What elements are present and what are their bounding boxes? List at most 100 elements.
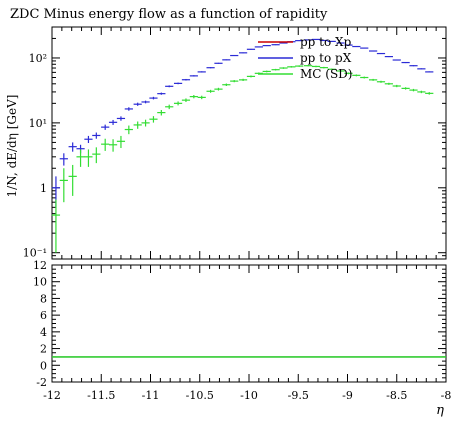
data-point <box>124 125 133 135</box>
data-point <box>401 87 410 90</box>
ratio-tick-label: 8 <box>40 292 47 305</box>
data-point <box>246 48 256 50</box>
data-point <box>59 168 68 203</box>
data-point <box>157 109 166 116</box>
data-point <box>108 139 118 152</box>
data-point <box>352 74 361 77</box>
data-point <box>149 96 158 100</box>
data-point <box>165 85 174 88</box>
data-point <box>141 100 150 104</box>
data-point <box>181 78 191 81</box>
data-point <box>222 59 231 61</box>
ratio-tick-label: 2 <box>40 343 47 356</box>
data-point <box>165 104 174 110</box>
y-tick-label: 10⁻¹ <box>23 247 47 260</box>
data-point <box>327 40 336 43</box>
y-tick-label: 10² <box>29 52 47 65</box>
data-point <box>279 67 288 69</box>
ratio-tick-label: 0 <box>40 359 47 372</box>
data-point <box>344 72 353 75</box>
data-point <box>369 78 378 81</box>
data-point <box>181 98 191 102</box>
data-point <box>417 90 426 94</box>
data-point <box>197 95 206 100</box>
legend: pp to Xp pp to pX MC (SD) <box>258 35 353 81</box>
data-point <box>173 101 183 106</box>
data-point <box>360 47 369 49</box>
data-point <box>295 65 304 67</box>
y-tick-label: 10¹ <box>29 117 47 130</box>
series-2 <box>51 64 434 253</box>
ratio-plot-frame <box>51 264 447 383</box>
data-point <box>319 66 328 69</box>
data-point <box>344 44 353 46</box>
data-point <box>149 116 158 123</box>
x-tick-label: -10 <box>240 389 258 402</box>
data-point <box>92 147 101 164</box>
main-y-axis-ticks: 10⁻¹ 1 10¹ 10² <box>23 26 446 260</box>
data-point <box>262 70 271 73</box>
data-point <box>303 39 313 41</box>
data-point <box>409 65 418 67</box>
ratio-tick-label: -2 <box>36 376 47 389</box>
data-point <box>246 75 256 78</box>
x-tick-label: -12 <box>43 389 61 402</box>
x-axis-label: η <box>436 403 444 418</box>
data-point <box>133 102 142 106</box>
data-point <box>76 149 85 167</box>
data-point <box>173 82 183 85</box>
data-point <box>271 44 280 46</box>
x-tick-label: -9.5 <box>288 389 309 402</box>
data-point <box>101 124 110 130</box>
data-point <box>384 82 393 85</box>
data-point <box>116 116 126 121</box>
data-point <box>384 55 393 58</box>
data-point <box>222 83 231 87</box>
data-point <box>230 80 239 83</box>
legend-label: pp to pX <box>300 51 352 65</box>
legend-label: pp to Xp <box>300 35 352 49</box>
data-point <box>376 80 386 83</box>
data-point <box>336 70 345 72</box>
main-plot-frame <box>51 26 447 260</box>
data-point <box>51 199 61 253</box>
legend-item-2: MC (SD) <box>258 67 353 81</box>
data-series <box>51 38 434 253</box>
data-point <box>295 40 304 42</box>
data-point <box>311 65 321 68</box>
x-tick-label: -11 <box>142 389 160 402</box>
data-point <box>311 38 321 41</box>
data-point <box>84 135 93 143</box>
data-point <box>214 87 223 91</box>
legend-item-1: pp to pX <box>258 51 352 65</box>
chart-title: ZDC Minus energy flow as a function of r… <box>10 7 328 22</box>
data-point <box>230 54 239 57</box>
data-point <box>319 39 328 42</box>
data-point <box>376 52 386 55</box>
series-1 <box>51 38 434 208</box>
data-point <box>214 62 223 64</box>
data-point <box>271 68 280 71</box>
data-point <box>68 142 77 152</box>
ratio-tick-label: 10 <box>33 276 47 289</box>
legend-item-0: pp to Xp <box>258 35 352 49</box>
ratio-tick-label: 4 <box>40 326 47 339</box>
ratio-tick-label: 6 <box>40 309 47 322</box>
data-point <box>197 71 206 73</box>
x-tick-label: -8 <box>441 389 452 402</box>
data-point <box>141 119 150 127</box>
ratio-y-axis-ticks: -2 0 2 4 6 8 10 12 <box>33 259 446 389</box>
data-point <box>238 78 248 81</box>
data-point <box>124 107 133 111</box>
x-tick-label: -9 <box>342 389 353 402</box>
data-point <box>425 92 434 95</box>
data-point <box>116 135 126 149</box>
data-point <box>409 88 418 92</box>
data-point <box>417 68 426 70</box>
data-point <box>352 45 361 48</box>
data-point <box>262 45 271 47</box>
y-tick-label: 1 <box>40 182 47 195</box>
data-point <box>238 52 248 54</box>
x-tick-label: -8.5 <box>386 389 407 402</box>
y-axis-label: 1/N, dE/dη [GeV] <box>5 95 19 198</box>
